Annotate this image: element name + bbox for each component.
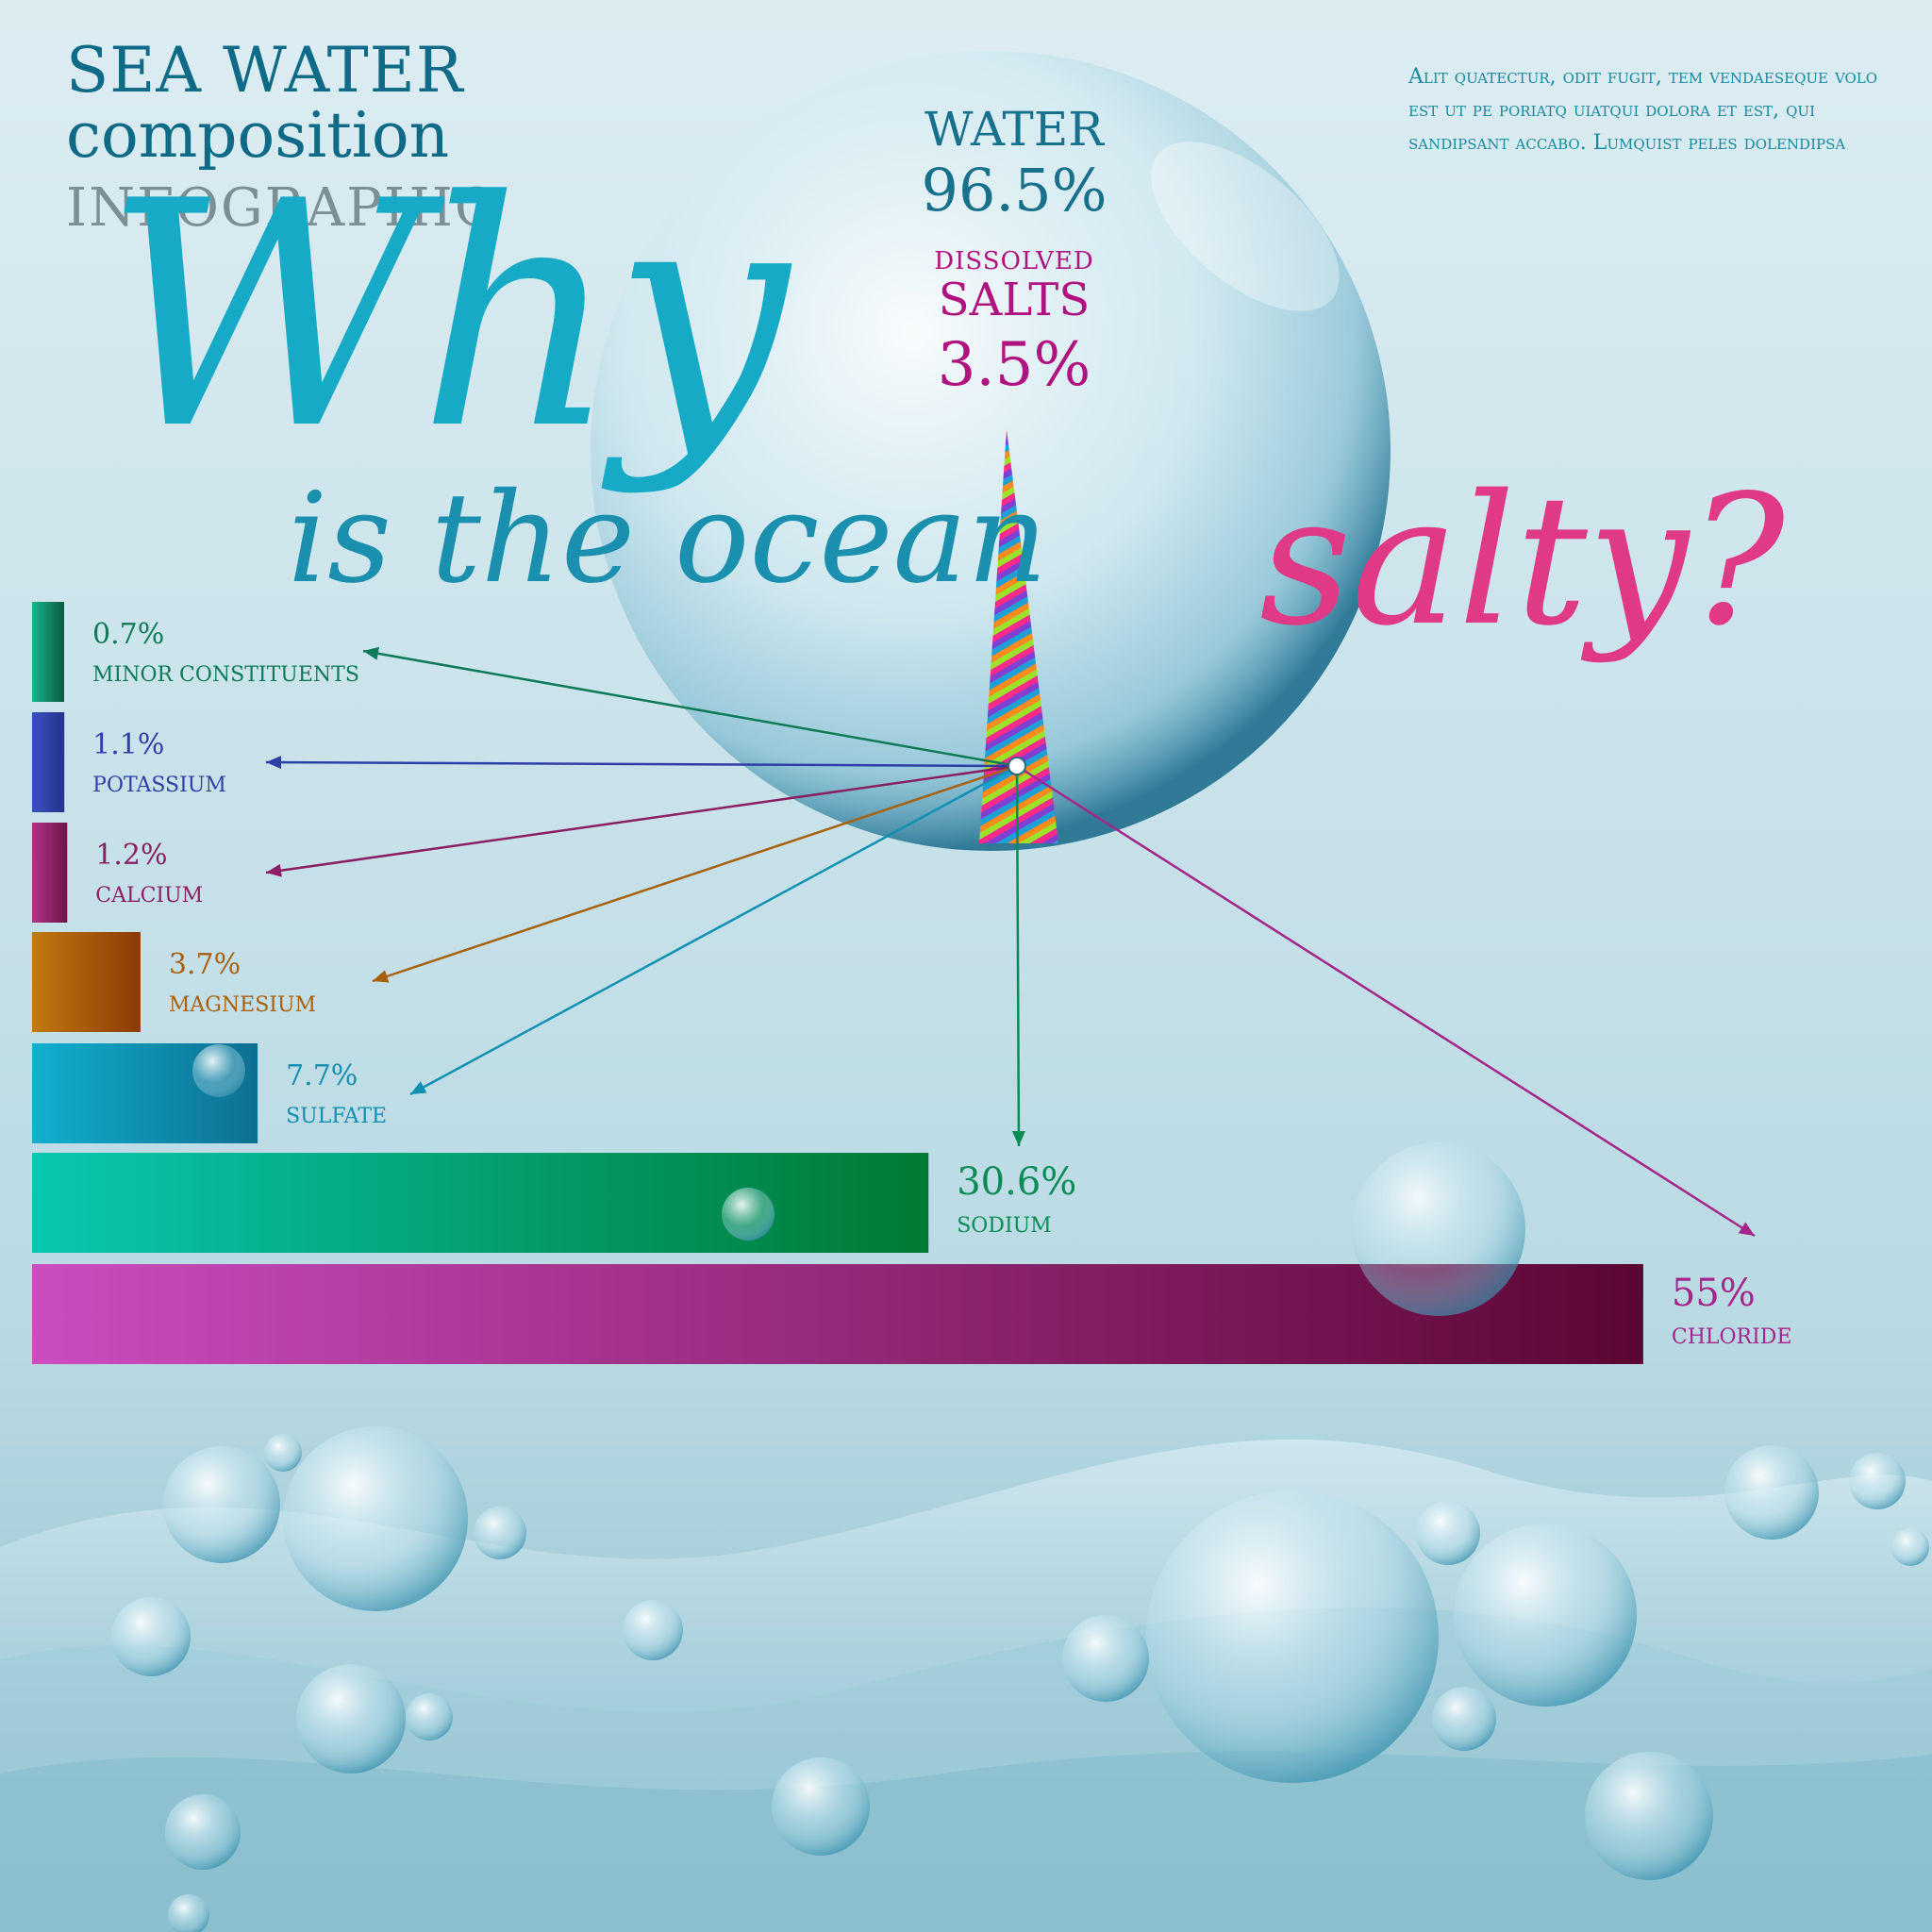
bar-calcium	[32, 823, 68, 923]
category-label-0: MINOR CONSTITUENTS	[92, 663, 359, 687]
water-value: 96.5%	[921, 156, 1108, 225]
arrowhead-5	[1011, 1130, 1025, 1146]
headline-salty: salty?	[1259, 457, 1786, 665]
value-label-4: 7.7%	[286, 1059, 358, 1092]
arrowhead-4	[410, 1081, 427, 1094]
arrowhead-0	[363, 646, 379, 660]
salt-cone	[979, 429, 1058, 843]
headline-ocean: is the ocean	[288, 466, 1048, 611]
salts-label: SALTS	[938, 274, 1091, 326]
arrowhead-3	[373, 970, 390, 983]
bar-sodium	[32, 1153, 929, 1253]
leader-line-3	[372, 764, 1018, 983]
title-sea-water: SEA WATER	[66, 34, 464, 107]
category-label-5: SODIUM	[957, 1214, 1052, 1238]
value-label-6: 55%	[1672, 1272, 1756, 1315]
value-label-5: 30.6%	[957, 1160, 1076, 1204]
main-bubble	[591, 51, 1391, 851]
leader-line-5	[1015, 765, 1021, 1147]
leader-line-1	[265, 760, 1018, 768]
value-label-3: 3.7%	[169, 948, 241, 981]
value-label-1: 1.1%	[92, 728, 164, 761]
category-label-3: MAGNESIUM	[169, 993, 316, 1017]
bar-magnesium	[32, 932, 141, 1032]
headline-why: Why	[104, 135, 789, 497]
value-label-0: 0.7%	[92, 618, 164, 651]
salts-value: 3.5%	[937, 330, 1091, 400]
water-label: WATER	[924, 102, 1104, 157]
leader-origin-dot	[1008, 757, 1026, 775]
dissolved-label: DISSOLVED	[934, 247, 1094, 275]
body-text: Alit quatectur, odit fugit, tem vendaese…	[1408, 65, 1878, 155]
category-label-2: CALCIUM	[95, 884, 203, 908]
leader-lines	[265, 646, 1756, 1238]
category-label-4: SULFATE	[286, 1105, 387, 1128]
leader-line-2	[265, 764, 1018, 874]
leader-line-4	[409, 764, 1018, 1096]
bar-minor-constituents	[32, 602, 64, 702]
title-composition: composition	[66, 99, 450, 172]
leader-line-0	[362, 649, 1018, 768]
arrowhead-6	[1738, 1222, 1755, 1236]
bubbles-decoration	[111, 1044, 1929, 1932]
arrowhead-1	[266, 756, 282, 770]
bar-potassium	[32, 712, 65, 812]
labels-group: 0.7% MINOR CONSTITUENTS 1.1% POTASSIUM 1.2% C…	[92, 618, 1792, 1349]
leader-line-6	[1016, 764, 1756, 1238]
title-infographic: INFOGRAPHIC	[66, 177, 497, 239]
category-label-1: POTASSIUM	[92, 774, 226, 797]
category-label-6: CHLORIDE	[1672, 1325, 1792, 1349]
value-label-2: 1.2%	[95, 839, 167, 872]
arrowhead-2	[266, 863, 282, 877]
